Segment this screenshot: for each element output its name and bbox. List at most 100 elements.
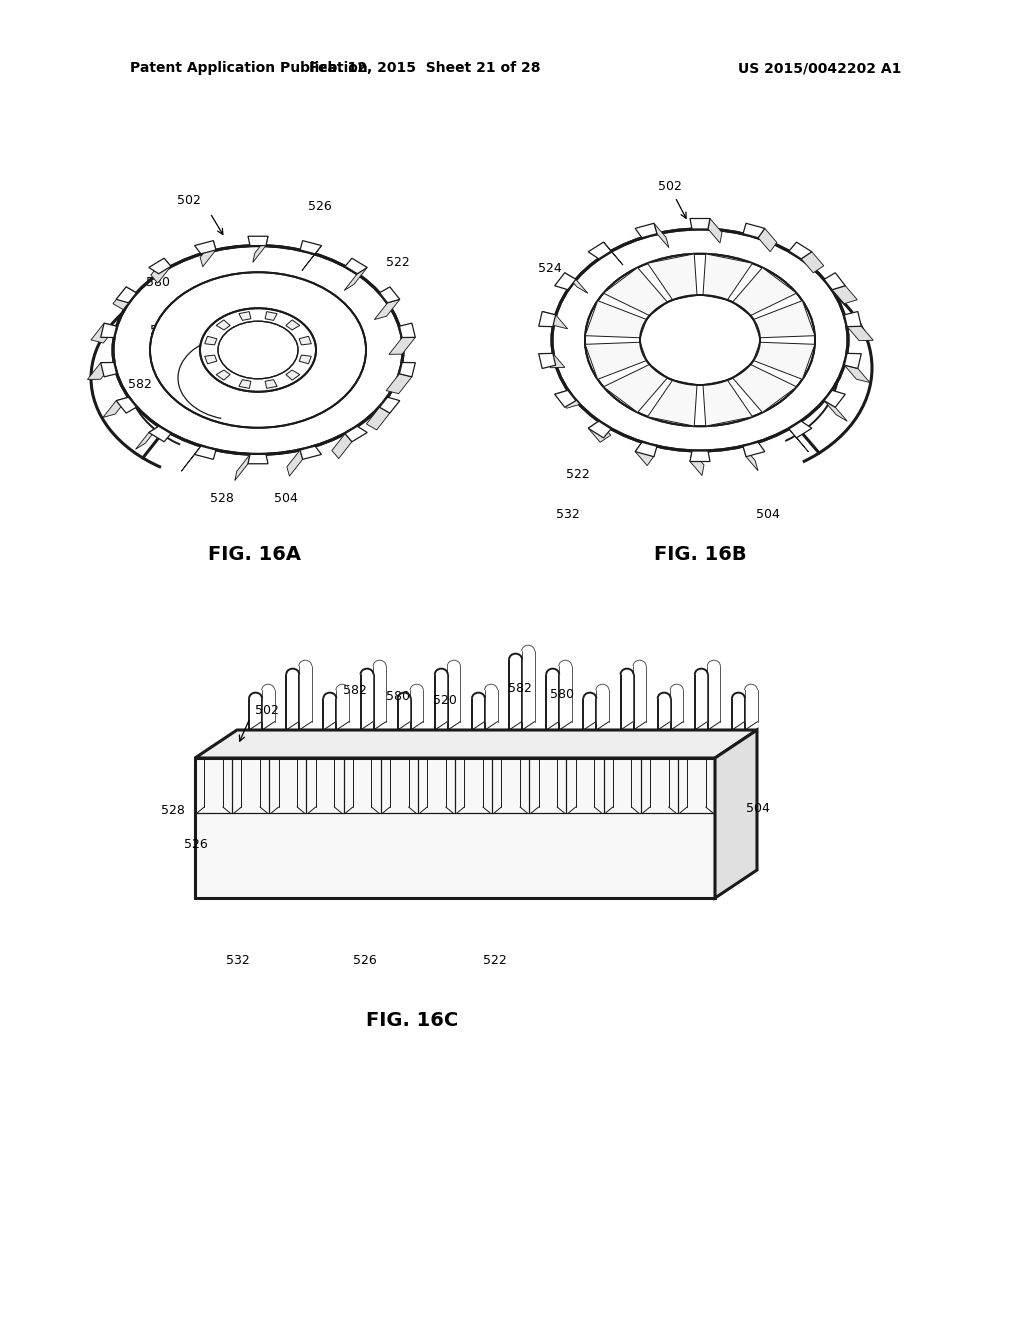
Text: 580: 580 <box>283 393 307 407</box>
Polygon shape <box>845 354 861 368</box>
Polygon shape <box>732 268 797 315</box>
Ellipse shape <box>150 272 366 428</box>
Polygon shape <box>790 421 812 438</box>
Polygon shape <box>790 242 812 259</box>
Polygon shape <box>195 758 715 898</box>
Polygon shape <box>116 286 136 302</box>
Polygon shape <box>239 380 251 388</box>
Polygon shape <box>103 397 128 417</box>
Polygon shape <box>690 451 705 475</box>
Polygon shape <box>555 391 580 408</box>
Text: FIG. 16A: FIG. 16A <box>209 545 301 565</box>
Text: FIG. 16C: FIG. 16C <box>366 1011 458 1030</box>
Text: Patent Application Publication: Patent Application Publication <box>130 61 368 75</box>
Polygon shape <box>151 259 171 282</box>
Ellipse shape <box>218 321 298 379</box>
Polygon shape <box>588 421 610 442</box>
Polygon shape <box>265 380 278 388</box>
Polygon shape <box>539 354 556 368</box>
Polygon shape <box>195 240 216 253</box>
Polygon shape <box>195 446 216 459</box>
Polygon shape <box>690 451 710 462</box>
Text: 520: 520 <box>151 323 174 337</box>
Ellipse shape <box>200 309 316 392</box>
Text: 504: 504 <box>746 801 770 814</box>
Polygon shape <box>555 273 575 289</box>
Polygon shape <box>833 285 857 304</box>
Polygon shape <box>732 364 797 412</box>
Polygon shape <box>148 259 171 273</box>
Polygon shape <box>389 338 416 354</box>
Text: 526: 526 <box>308 201 332 214</box>
Polygon shape <box>603 242 623 265</box>
Ellipse shape <box>640 294 760 385</box>
Polygon shape <box>754 301 815 338</box>
Polygon shape <box>603 364 668 412</box>
Polygon shape <box>248 236 268 246</box>
Polygon shape <box>375 300 399 319</box>
Polygon shape <box>801 252 823 273</box>
Text: 524: 524 <box>539 261 562 275</box>
Polygon shape <box>286 370 300 380</box>
Polygon shape <box>195 730 757 758</box>
Polygon shape <box>113 286 136 310</box>
Text: 528: 528 <box>210 491 233 504</box>
Polygon shape <box>845 366 869 383</box>
Text: 504: 504 <box>274 491 298 504</box>
Polygon shape <box>603 268 668 315</box>
Text: 522: 522 <box>386 256 410 268</box>
Polygon shape <box>743 223 765 238</box>
Polygon shape <box>647 253 697 300</box>
Text: 502: 502 <box>658 180 682 193</box>
Polygon shape <box>542 312 567 329</box>
Text: 526: 526 <box>353 953 377 966</box>
Polygon shape <box>758 228 777 252</box>
Polygon shape <box>302 246 322 271</box>
Polygon shape <box>708 219 722 243</box>
Text: 580: 580 <box>550 689 574 701</box>
Polygon shape <box>100 323 117 338</box>
Ellipse shape <box>552 228 848 451</box>
Polygon shape <box>539 354 565 368</box>
Text: 522: 522 <box>566 467 590 480</box>
Polygon shape <box>253 236 268 263</box>
Text: 520: 520 <box>433 693 457 706</box>
Text: 502: 502 <box>177 194 201 206</box>
Text: 526: 526 <box>184 838 208 851</box>
Polygon shape <box>286 319 300 330</box>
Polygon shape <box>847 326 873 341</box>
Polygon shape <box>345 426 368 442</box>
Polygon shape <box>344 268 368 290</box>
Polygon shape <box>287 450 303 477</box>
Polygon shape <box>367 407 390 430</box>
Text: 532: 532 <box>556 507 580 520</box>
Polygon shape <box>205 337 217 345</box>
Text: 524: 524 <box>286 323 310 337</box>
Text: 580: 580 <box>386 690 410 704</box>
Polygon shape <box>135 426 159 449</box>
Polygon shape <box>300 240 322 253</box>
Text: 502: 502 <box>255 704 279 717</box>
Polygon shape <box>399 323 416 338</box>
Polygon shape <box>635 223 657 238</box>
Ellipse shape <box>585 253 815 426</box>
Text: FIG. 16B: FIG. 16B <box>653 545 746 565</box>
Polygon shape <box>265 312 278 321</box>
Polygon shape <box>824 391 845 408</box>
Polygon shape <box>555 391 575 408</box>
Polygon shape <box>564 273 588 293</box>
Polygon shape <box>332 434 352 458</box>
Polygon shape <box>743 442 765 457</box>
Polygon shape <box>654 223 669 248</box>
Text: 582: 582 <box>343 684 367 697</box>
Text: 582: 582 <box>508 681 531 694</box>
Polygon shape <box>87 363 114 379</box>
Polygon shape <box>399 363 416 376</box>
Polygon shape <box>588 242 611 259</box>
Polygon shape <box>299 355 311 364</box>
Text: 528: 528 <box>161 804 185 817</box>
Text: 520: 520 <box>583 338 607 351</box>
Polygon shape <box>635 442 657 457</box>
Text: 582: 582 <box>128 379 152 392</box>
Polygon shape <box>239 312 251 321</box>
